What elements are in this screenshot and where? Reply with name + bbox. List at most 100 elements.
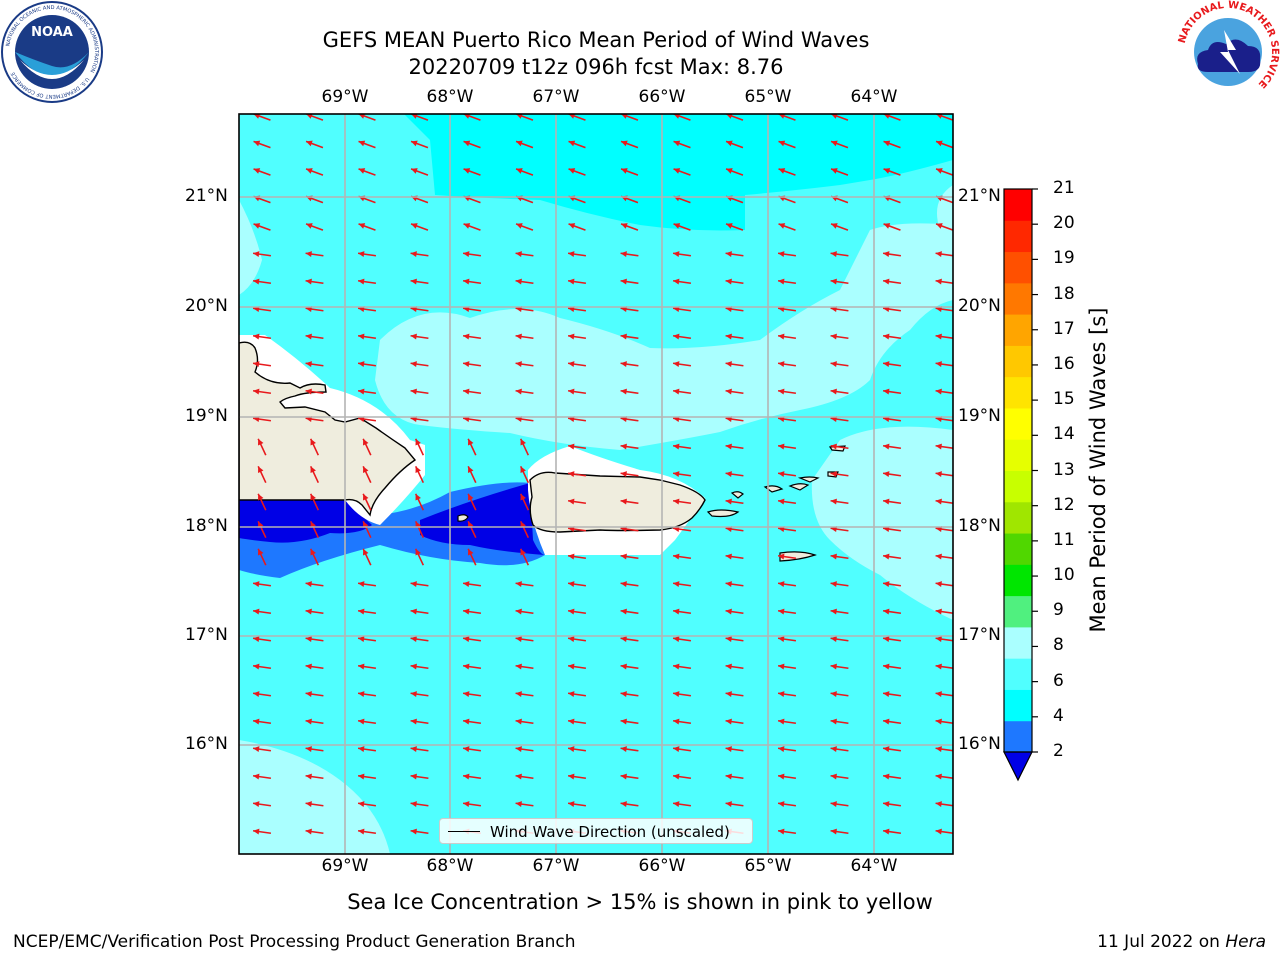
- wave-direction-arrow: [882, 773, 902, 780]
- wave-direction-arrow: [620, 746, 639, 753]
- wave-direction-arrow: [358, 140, 376, 149]
- wave-direction-arrow: [410, 636, 429, 643]
- wave-direction-arrow: [515, 278, 534, 285]
- graticule: [239, 114, 953, 854]
- latitude-label: 19°N: [958, 406, 1001, 426]
- wave-direction-arrow: [725, 608, 744, 615]
- wave-direction-arrow: [305, 278, 324, 285]
- wave-direction-arrow: [462, 691, 482, 698]
- longitude-label: 69°W: [321, 87, 369, 107]
- wave-direction-arrow: [672, 746, 692, 753]
- colorbar-segment: [1004, 407, 1032, 440]
- wave-direction-arrow: [882, 471, 902, 478]
- wave-direction-arrow: [362, 493, 372, 511]
- wave-direction-arrow: [567, 691, 587, 698]
- wave-direction-arrow: [935, 581, 953, 588]
- wave-direction-arrow: [935, 498, 953, 505]
- wave-direction-arrow: [778, 168, 796, 176]
- colorbar-segment: [1004, 439, 1032, 471]
- wave-direction-arrow: [410, 361, 429, 368]
- map-legend: Wind Wave Direction (unscaled): [439, 818, 753, 844]
- longitude-label: 64°W: [850, 87, 898, 107]
- wave-direction-arrow: [253, 140, 271, 149]
- wave-direction-arrow: [935, 140, 953, 149]
- wave-direction-arrow: [672, 801, 692, 808]
- wave-direction-arrow: [414, 493, 425, 511]
- wave-direction-arrow: [777, 278, 797, 285]
- wave-direction-arrow: [357, 663, 377, 670]
- noaa-logo: NOAA NATIONAL OCEANIC AND ATMOSPHERIC AD…: [1, 1, 103, 103]
- latitude-label: 21°N: [185, 186, 228, 206]
- wave-direction-arrow: [515, 801, 534, 808]
- wave-direction-arrow: [725, 663, 744, 670]
- wave-direction-arrow: [620, 663, 639, 670]
- colorbar-segment: [1004, 282, 1032, 315]
- wave-direction-arrow: [672, 636, 692, 643]
- wave-direction-arrow: [305, 581, 324, 588]
- wave-direction-arrow: [305, 168, 324, 176]
- wave-direction-arrow: [725, 718, 744, 725]
- wave-direction-arrow: [620, 801, 639, 808]
- wave-direction-arrow: [305, 746, 324, 753]
- ocean-field-8-10s: [239, 200, 262, 295]
- colorbar-segment: [1004, 470, 1032, 503]
- wave-direction-arrow: [830, 553, 849, 560]
- wave-direction-arrow: [410, 691, 429, 698]
- wave-direction-arrow: [305, 361, 324, 368]
- colorbar-tick-label: 17: [1053, 318, 1075, 339]
- wave-direction-arrow: [567, 471, 587, 478]
- wave-direction-arrow: [467, 466, 477, 483]
- wave-direction-arrow: [567, 746, 587, 753]
- wave-direction-arrow: [725, 361, 744, 368]
- wave-direction-arrow: [252, 388, 272, 395]
- wave-direction-arrow: [777, 828, 797, 835]
- wave-direction-arrow: [672, 663, 692, 670]
- wave-direction-arrow: [305, 251, 324, 258]
- wave-direction-arrow: [830, 581, 849, 588]
- wave-direction-arrow: [252, 691, 272, 698]
- wave-direction-arrow: [777, 251, 797, 258]
- island-vieques: [706, 509, 740, 518]
- wave-direction-arrow: [672, 691, 692, 698]
- wave-direction-arrow: [882, 388, 902, 395]
- colorbar-tick-label: 8: [1053, 635, 1064, 656]
- wave-direction-arrow: [410, 608, 429, 615]
- wave-direction-arrow: [519, 438, 530, 456]
- wave-direction-arrow: [467, 548, 477, 566]
- wave-direction-arrow: [830, 801, 849, 808]
- wave-direction-arrow: [620, 636, 639, 643]
- wave-direction-arrow: [305, 388, 324, 395]
- wave-direction-arrow: [568, 168, 586, 176]
- wave-direction-arrow: [830, 168, 849, 176]
- wave-direction-arrow: [463, 140, 481, 149]
- wave-direction-arrow: [672, 581, 692, 588]
- wave-direction-arrow: [515, 608, 534, 615]
- wave-direction-arrow: [673, 140, 691, 149]
- colorbar: [1003, 188, 1038, 782]
- wave-direction-arrow: [725, 471, 744, 478]
- wave-direction-arrow: [305, 773, 324, 780]
- wave-direction-arrow: [515, 773, 534, 780]
- wave-direction-arrow: [935, 773, 953, 780]
- wave-direction-arrow: [672, 333, 692, 340]
- wave-direction-arrow: [252, 581, 272, 588]
- wave-direction-arrow: [357, 801, 377, 808]
- wave-direction-arrow: [777, 773, 797, 780]
- wave-direction-arrow: [620, 608, 639, 615]
- wave-direction-arrow: [357, 251, 377, 258]
- wave-direction-arrow: [777, 333, 797, 340]
- wave-direction-arrow: [883, 168, 901, 176]
- wave-direction-arrow: [357, 361, 377, 368]
- colorbar-segment: [1004, 501, 1032, 534]
- colorbar-tick-label: 19: [1053, 248, 1075, 269]
- wave-direction-arrow: [672, 471, 692, 478]
- wave-direction-arrow: [777, 663, 797, 670]
- wave-direction-arrow: [830, 223, 849, 231]
- wave-direction-arrow: [567, 581, 587, 588]
- wave-direction-arrow: [672, 278, 692, 285]
- longitude-label: 68°W: [426, 87, 474, 107]
- wave-direction-arrow: [252, 773, 272, 780]
- wave-direction-arrow: [462, 773, 482, 780]
- wave-direction-arrow: [725, 278, 744, 285]
- wave-direction-arrow: [935, 746, 953, 753]
